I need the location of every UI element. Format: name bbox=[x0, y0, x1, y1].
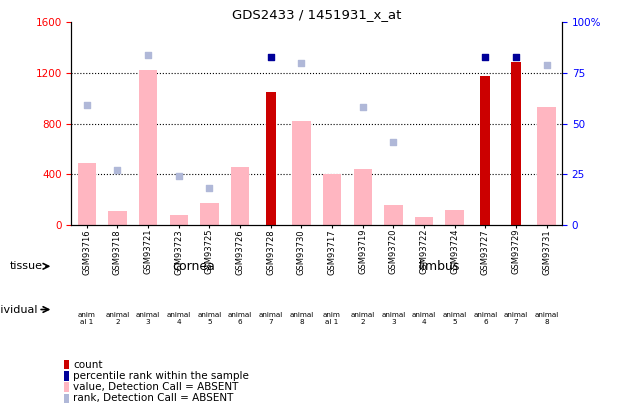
Point bbox=[388, 139, 398, 145]
Text: animal
8: animal 8 bbox=[535, 312, 559, 326]
Text: animal
2: animal 2 bbox=[351, 312, 375, 326]
Text: animal
6: animal 6 bbox=[473, 312, 497, 326]
Bar bbox=[78, 163, 96, 225]
Point bbox=[112, 167, 122, 173]
Bar bbox=[64, 360, 69, 369]
Bar bbox=[64, 382, 69, 392]
Text: percentile rank within the sample: percentile rank within the sample bbox=[73, 371, 249, 381]
Bar bbox=[231, 166, 249, 225]
Bar bbox=[170, 215, 188, 225]
Text: animal
4: animal 4 bbox=[166, 312, 191, 326]
Text: rank, Detection Call = ABSENT: rank, Detection Call = ABSENT bbox=[73, 393, 233, 403]
Text: animal
7: animal 7 bbox=[504, 312, 528, 326]
Bar bbox=[384, 205, 402, 225]
Point bbox=[542, 62, 551, 68]
Bar bbox=[511, 62, 521, 225]
Bar bbox=[323, 174, 342, 225]
Text: animal
3: animal 3 bbox=[381, 312, 406, 326]
Text: individual: individual bbox=[0, 305, 38, 315]
Text: cornea: cornea bbox=[173, 260, 215, 273]
Point bbox=[82, 102, 92, 109]
Text: animal
5: animal 5 bbox=[443, 312, 467, 326]
Bar bbox=[415, 217, 433, 225]
Bar bbox=[353, 169, 372, 225]
Point bbox=[296, 60, 306, 66]
Text: animal
3: animal 3 bbox=[136, 312, 160, 326]
Bar bbox=[292, 121, 310, 225]
Text: value, Detection Call = ABSENT: value, Detection Call = ABSENT bbox=[73, 382, 238, 392]
Point bbox=[511, 53, 521, 60]
Bar bbox=[445, 210, 464, 225]
Point bbox=[174, 173, 184, 179]
Text: animal
5: animal 5 bbox=[197, 312, 222, 326]
Text: count: count bbox=[73, 360, 102, 370]
Point bbox=[204, 185, 214, 192]
Bar bbox=[139, 70, 157, 225]
Text: anim
al 1: anim al 1 bbox=[78, 312, 96, 326]
Bar bbox=[64, 394, 69, 403]
Point bbox=[266, 53, 276, 60]
Bar bbox=[200, 202, 219, 225]
Title: GDS2433 / 1451931_x_at: GDS2433 / 1451931_x_at bbox=[232, 8, 401, 21]
Text: anim
al 1: anim al 1 bbox=[323, 312, 341, 326]
Text: animal
8: animal 8 bbox=[289, 312, 314, 326]
Point bbox=[358, 104, 368, 111]
Text: animal
2: animal 2 bbox=[106, 312, 130, 326]
Text: animal
7: animal 7 bbox=[258, 312, 283, 326]
Point bbox=[481, 53, 491, 60]
Bar bbox=[480, 76, 491, 225]
Text: limbus: limbus bbox=[419, 260, 460, 273]
Point bbox=[143, 51, 153, 58]
Bar bbox=[108, 211, 127, 225]
Text: animal
6: animal 6 bbox=[228, 312, 252, 326]
Bar bbox=[64, 371, 69, 381]
Text: tissue: tissue bbox=[9, 261, 42, 271]
Bar bbox=[537, 107, 556, 225]
Bar bbox=[266, 92, 276, 225]
Text: animal
4: animal 4 bbox=[412, 312, 436, 326]
